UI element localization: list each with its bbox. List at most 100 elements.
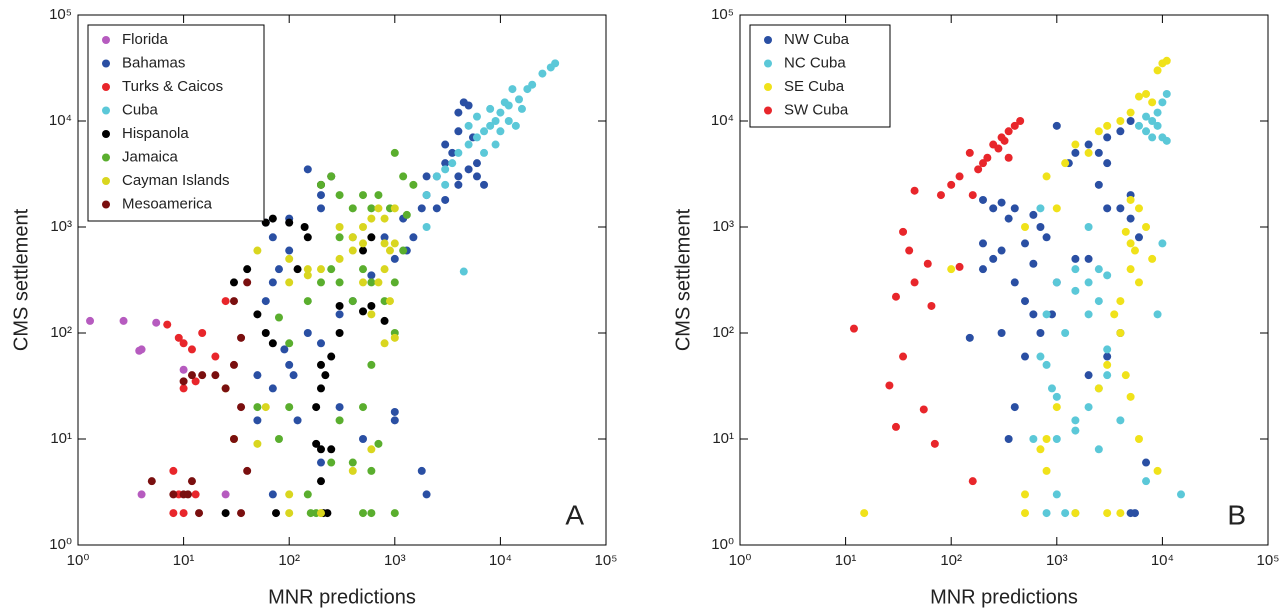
x-tick-label: 10¹ — [835, 552, 857, 569]
point — [1158, 239, 1167, 248]
point — [285, 278, 294, 287]
point — [390, 333, 399, 342]
point — [1071, 286, 1080, 295]
y-tick-label: 10³ — [712, 218, 734, 235]
legend-marker — [764, 106, 772, 115]
point — [237, 403, 246, 412]
point — [1052, 392, 1061, 401]
point — [923, 259, 932, 268]
point — [968, 191, 977, 200]
x-tick-label: 10² — [278, 552, 300, 569]
point — [1103, 509, 1112, 518]
point — [253, 310, 262, 319]
x-axis-label: MNR predictions — [268, 586, 416, 608]
point — [1126, 214, 1135, 223]
point — [399, 246, 408, 255]
point — [268, 490, 277, 499]
point — [237, 509, 246, 518]
point — [195, 509, 204, 518]
point — [390, 148, 399, 157]
point — [1042, 310, 1051, 319]
point — [303, 265, 312, 274]
point — [359, 307, 368, 316]
point — [229, 297, 238, 306]
point — [303, 271, 312, 280]
x-tick-label: 10⁰ — [729, 552, 752, 569]
point — [268, 278, 277, 287]
point — [1021, 239, 1030, 248]
point — [174, 333, 183, 342]
point — [211, 371, 220, 380]
point — [978, 265, 987, 274]
point — [1016, 117, 1025, 125]
point — [374, 191, 383, 200]
point — [348, 233, 357, 242]
point — [253, 371, 262, 380]
point — [1084, 140, 1093, 149]
point — [359, 191, 368, 200]
point — [367, 204, 376, 213]
point — [978, 159, 987, 168]
point — [327, 352, 336, 361]
point — [1029, 310, 1038, 319]
point — [303, 297, 312, 306]
legend-label: Mesoamerica — [122, 195, 213, 212]
point — [1084, 310, 1093, 319]
point — [221, 297, 230, 306]
point — [399, 172, 408, 181]
point — [1036, 352, 1045, 361]
point — [1071, 140, 1080, 149]
point — [335, 223, 344, 231]
point — [335, 329, 344, 337]
point — [179, 509, 188, 518]
legend-marker — [764, 59, 772, 68]
point — [1116, 204, 1125, 213]
point — [1094, 265, 1103, 274]
point — [359, 246, 368, 255]
point — [229, 435, 238, 443]
point — [268, 384, 277, 393]
point — [303, 165, 312, 174]
point — [1126, 392, 1135, 401]
point — [187, 345, 196, 354]
point — [454, 172, 463, 181]
point — [409, 233, 418, 242]
point — [390, 204, 399, 213]
y-tick-label: 10⁴ — [49, 112, 72, 129]
legend-marker — [102, 153, 110, 162]
point — [303, 233, 312, 242]
point — [1126, 108, 1135, 117]
point — [1126, 195, 1135, 204]
point — [1021, 509, 1030, 518]
point — [359, 265, 368, 274]
point — [1094, 180, 1103, 189]
point — [280, 345, 289, 354]
point — [997, 198, 1006, 207]
point — [1153, 310, 1162, 319]
y-tick-label: 10³ — [50, 218, 72, 235]
point — [1153, 108, 1162, 117]
legend-marker — [102, 59, 110, 68]
point — [86, 316, 95, 325]
point — [1052, 490, 1061, 499]
point — [289, 371, 298, 380]
legend-label: Turks & Caicos — [122, 78, 223, 95]
point — [390, 278, 399, 287]
point — [486, 104, 495, 113]
point — [293, 265, 302, 274]
point — [119, 316, 128, 325]
point — [359, 435, 368, 443]
point — [1094, 127, 1103, 136]
point — [480, 148, 489, 157]
point — [229, 360, 238, 369]
legend-label: Jamaica — [122, 148, 179, 165]
point — [472, 133, 481, 142]
point — [1134, 233, 1143, 242]
point — [1142, 477, 1151, 486]
point — [1126, 265, 1135, 274]
point — [1042, 172, 1051, 181]
point — [348, 458, 357, 467]
point — [316, 339, 325, 348]
point — [335, 301, 344, 310]
point — [1121, 371, 1130, 380]
